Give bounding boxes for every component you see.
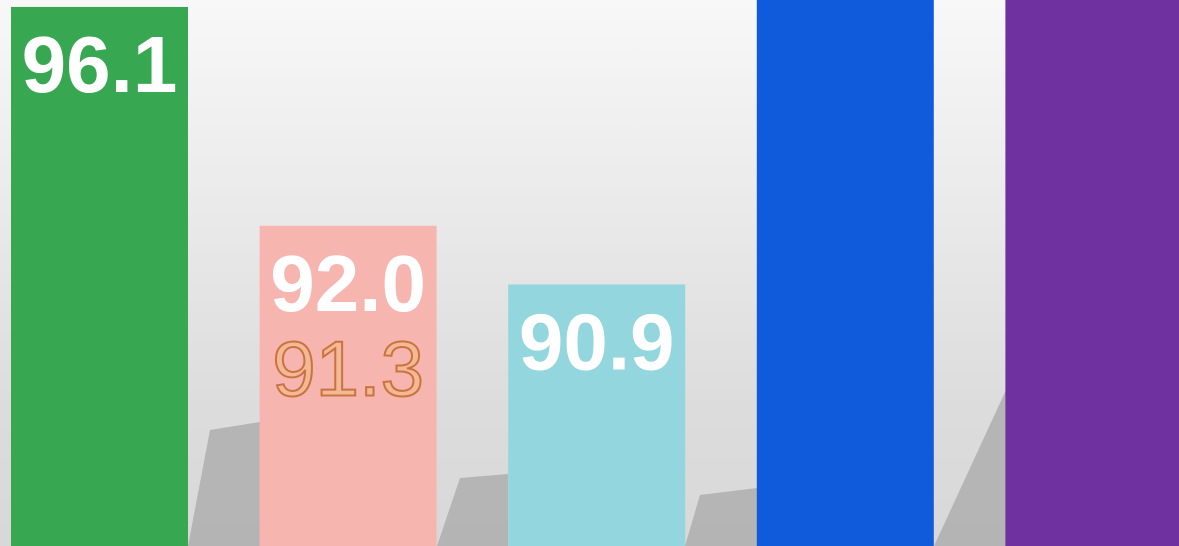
value-label: 90.9 [519,298,675,387]
bar [1005,0,1179,546]
bar [11,6,188,546]
bar [259,225,437,546]
bar [508,284,686,546]
value-label: 92.0 [270,239,426,328]
value-label: 96.1 [22,20,178,109]
annotation: 91.3 [272,325,424,413]
shadows [188,390,1006,546]
bar [756,0,934,546]
